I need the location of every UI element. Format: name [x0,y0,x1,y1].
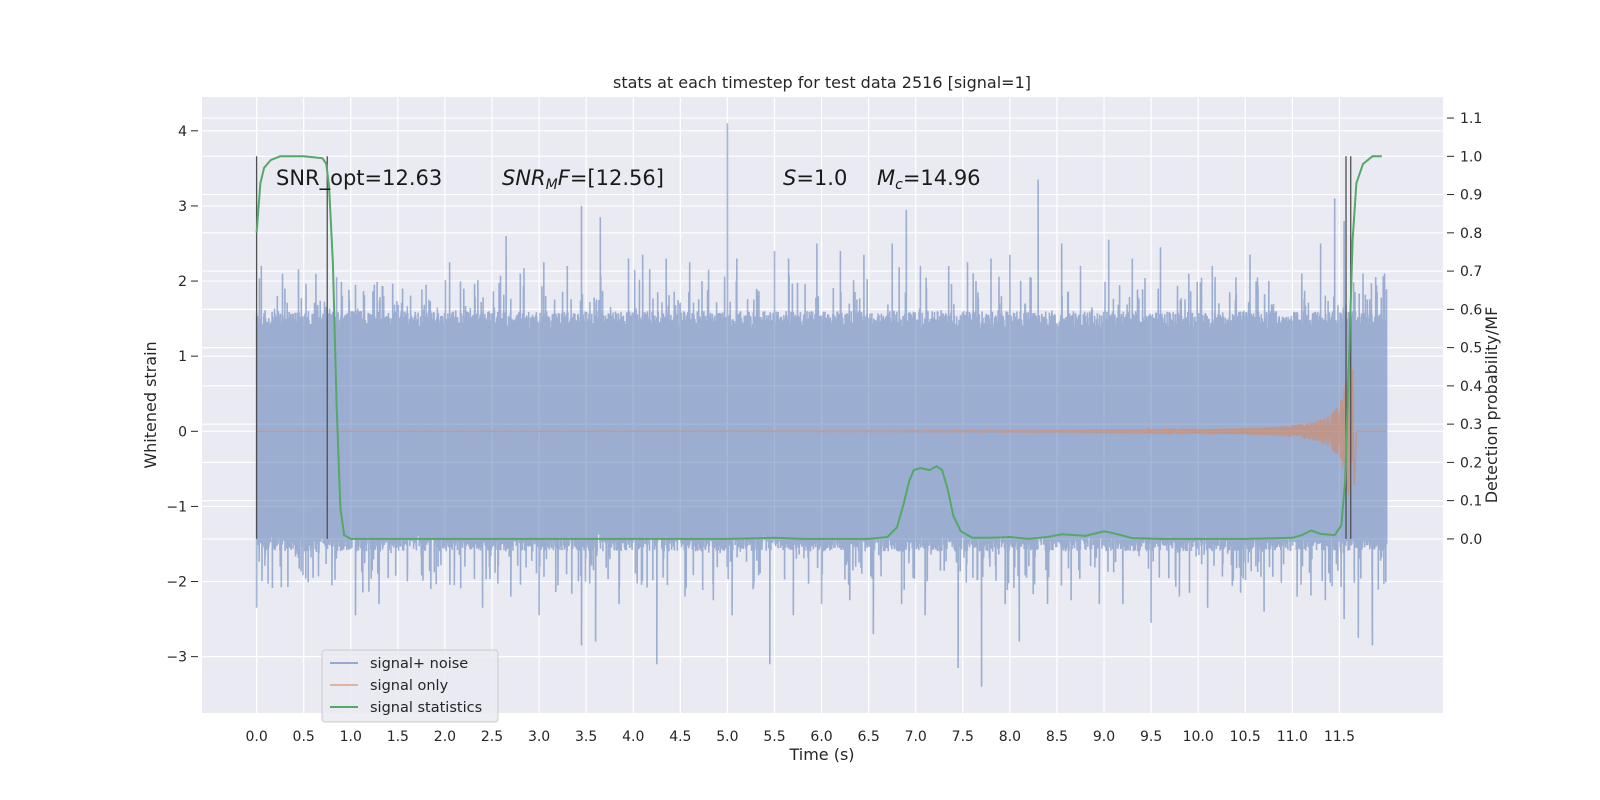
y-left-tick-label-6: 3 [178,199,187,215]
noise-series [255,123,1388,687]
y-right-tick-label-7: 0.7 [1460,264,1482,280]
x-tick-label-17: 8.5 [1046,729,1068,745]
x-tick-label-8: 4.0 [622,729,644,745]
y-right-tick-label-6: 0.6 [1460,302,1482,318]
y-right-axis-label: Detection probability/MF [1482,307,1501,504]
y-right-tick-label-1: 0.1 [1460,494,1482,510]
x-tick-label-9: 4.5 [669,729,691,745]
x-axis-label: Time (s) [788,745,854,764]
x-tick-label-3: 1.5 [387,729,409,745]
x-tick-label-20: 10.0 [1183,729,1214,745]
y-right-axis-ticks: 0.0 0.1 0.2 0.3 0.4 0.5 0.6 0.7 0.8 0.9 1.0 1.1 [1447,111,1482,548]
y-left-tick-label-7: 4 [178,124,187,140]
x-tick-label-15: 7.5 [952,729,974,745]
y-left-axis-ticks: −3 −2 −1 0 1 2 3 4 [166,124,198,666]
legend-label-stat: signal statistics [370,700,482,716]
x-tick-label-18: 9.0 [1093,729,1115,745]
y-right-tick-label-0: 0.0 [1460,532,1482,548]
x-tick-label-11: 5.5 [763,729,785,745]
y-left-tick-label-1: −2 [166,575,187,591]
y-left-tick-label-4: 1 [178,349,187,365]
y-right-tick-label-8: 0.8 [1460,226,1482,242]
y-right-tick-label-3: 0.3 [1460,417,1482,433]
x-tick-label-2: 1.0 [340,729,362,745]
x-tick-label-16: 8.0 [999,729,1021,745]
stat-series [255,155,1382,540]
x-tick-label-5: 2.5 [481,729,503,745]
legend: signal+ noise signal only signal statist… [321,649,499,723]
x-tick-label-12: 6.0 [810,729,832,745]
x-tick-label-4: 2.0 [434,729,456,745]
annotation-s: S=1.0 [783,166,847,190]
x-tick-label-19: 9.5 [1140,729,1162,745]
annotations: SNR_opt=12.63 SNRMF=[12.56] S=1.0 Mc=14.… [276,166,981,193]
x-tick-label-6: 3.0 [528,729,550,745]
x-axis-ticks: 0.0 0.5 1.0 1.5 2.0 2.5 3.0 3.5 4.0 4.5 5.0 5.5 6.0 6… [245,729,1355,745]
y-right-tick-label-9: 0.9 [1460,188,1482,204]
x-tick-label-7: 3.5 [575,729,597,745]
y-left-tick-label-3: 0 [178,424,187,440]
y-right-tick-label-5: 0.5 [1460,341,1482,357]
x-tick-label-13: 6.5 [858,729,880,745]
x-tick-label-22: 11.0 [1277,729,1308,745]
y-right-tick-label-4: 0.4 [1460,379,1482,395]
legend-label-signal: signal only [370,678,449,694]
stat-line [255,155,1382,540]
legend-label-noise: signal+ noise [370,656,468,672]
y-right-tick-label-10: 1.0 [1460,149,1482,165]
signal-line [256,367,1387,495]
x-tick-label-1: 0.5 [293,729,315,745]
x-tick-label-10: 5.0 [716,729,738,745]
y-right-tick-label-2: 0.2 [1460,455,1482,471]
noise-line [255,123,1388,687]
x-tick-label-14: 7.0 [905,729,927,745]
y-left-tick-label-5: 2 [178,274,187,290]
annotation-mc: Mc=14.96 [877,166,981,193]
y-left-axis-label: Whitened strain [141,341,160,468]
annotation-snr-opt: SNR_opt=12.63 [276,166,442,191]
y-left-tick-label-0: −3 [166,650,187,666]
annotation-snr-mf: SNRMF=[12.56] [502,166,664,193]
legend-box [321,649,499,723]
x-tick-label-23: 11.5 [1324,729,1355,745]
chart-title: stats at each timestep for test data 251… [613,73,1031,92]
x-tick-label-0: 0.0 [245,729,267,745]
y-left-tick-label-2: −1 [166,499,187,515]
y-right-tick-label-11: 1.1 [1460,111,1482,127]
x-tick-label-21: 10.5 [1230,729,1261,745]
signal-series [256,367,1387,495]
